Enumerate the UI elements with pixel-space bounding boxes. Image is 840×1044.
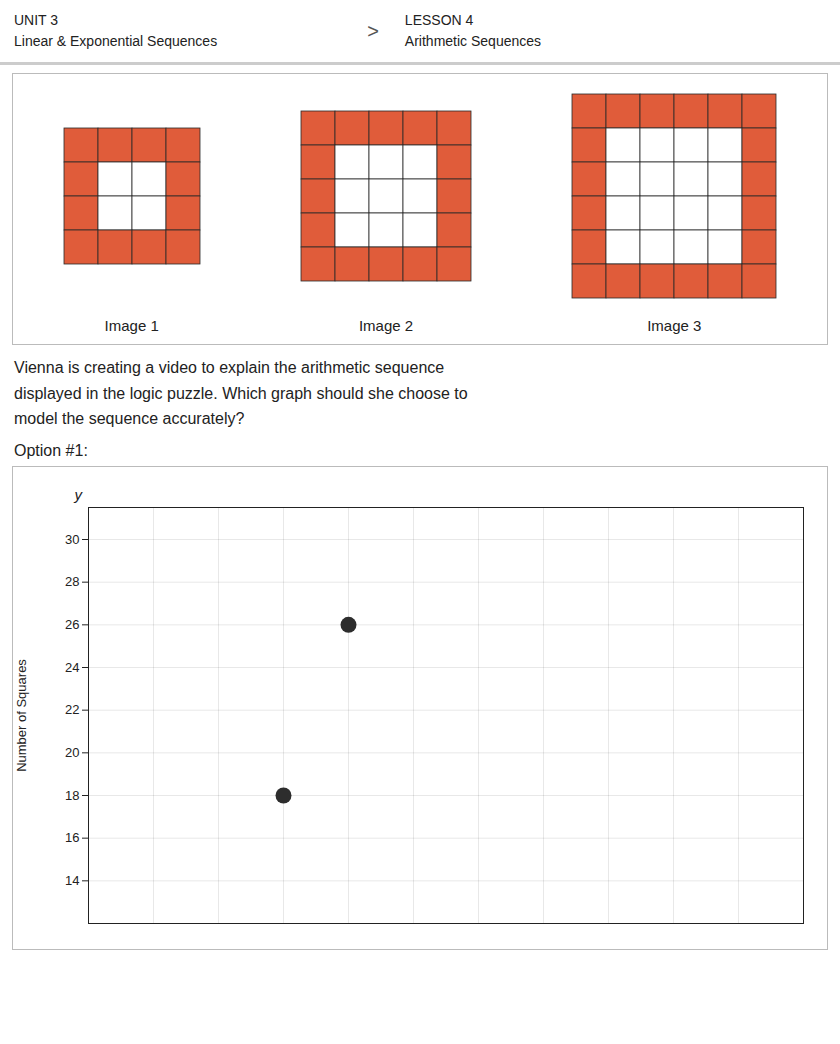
html-text:Linear & Exponential Sequences: Linear & Exponential Sequences (14, 33, 218, 49)
html-text:Image 2: Image 2 (358, 317, 414, 334)
html-text:Image 3: Image 3 (647, 317, 702, 334)
svg-text:18: 18 (65, 787, 79, 802)
svg-text:22: 22 (65, 702, 79, 717)
html-text:Vienna is creating a video to: Vienna is creating a video to explain th… (14, 359, 468, 428)
svg-text:30: 30 (65, 531, 79, 546)
svg-text:16: 16 (65, 830, 79, 845)
svg-text:28: 28 (65, 574, 79, 589)
svg-text:Number of Squares: Number of Squares (14, 658, 29, 771)
html-text:Image 1: Image 1 (104, 317, 159, 334)
html-text:UNIT 3: UNIT 3 (14, 12, 59, 28)
svg-text:20: 20 (65, 745, 79, 760)
svg-text:24: 24 (65, 659, 79, 674)
html-text:Option #1:: Option #1: (14, 441, 88, 459)
html-text:Arithmetic Sequences: Arithmetic Sequences (404, 33, 541, 49)
svg-text:14: 14 (65, 873, 79, 888)
svg-text:y: y (74, 486, 84, 503)
svg-text:26: 26 (65, 617, 79, 632)
html-text:LESSON 4: LESSON 4 (404, 12, 474, 28)
